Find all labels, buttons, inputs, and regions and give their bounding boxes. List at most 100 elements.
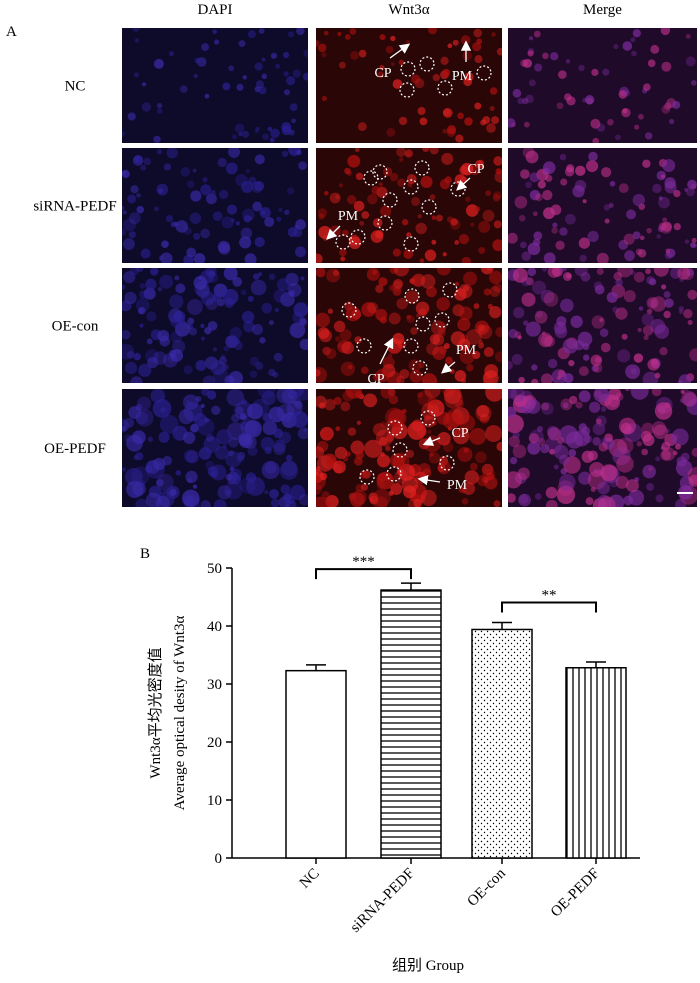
micrograph xyxy=(316,268,502,383)
cell-blob xyxy=(255,361,264,370)
cell-blob xyxy=(518,376,525,383)
significance-label: ** xyxy=(542,588,557,604)
cell-blob xyxy=(379,65,385,71)
cell-blob xyxy=(540,373,553,383)
cell-blob xyxy=(542,161,556,174)
cell-blob xyxy=(202,375,216,383)
cell-blob xyxy=(316,366,328,383)
cell-blob xyxy=(491,116,500,125)
cell-blob xyxy=(556,485,576,505)
cell-blob xyxy=(566,164,575,173)
cell-blob xyxy=(618,239,629,250)
cell-blob xyxy=(525,150,539,164)
cell-blob xyxy=(485,190,491,197)
cell-blob xyxy=(651,358,658,366)
micrograph xyxy=(122,389,308,507)
cell-blob xyxy=(582,343,590,351)
cell-blob xyxy=(542,52,549,60)
cell-blob xyxy=(269,137,275,143)
cell-blob xyxy=(316,312,330,328)
cell-blob xyxy=(200,403,205,409)
cell-blob xyxy=(643,335,649,341)
cell-blob xyxy=(394,470,408,484)
cell-blob xyxy=(677,268,691,280)
cell-blob xyxy=(566,96,576,106)
cell-blob xyxy=(236,83,244,91)
cell-blob xyxy=(340,256,346,262)
cell-blob xyxy=(411,273,426,287)
cell-blob xyxy=(338,61,346,69)
cell-blob xyxy=(642,159,651,168)
cell-blob xyxy=(228,437,239,448)
cell-blob xyxy=(489,305,502,319)
cell-blob xyxy=(238,432,252,446)
cell-blob xyxy=(595,356,602,364)
cell-blob xyxy=(252,201,263,212)
cell-blob xyxy=(543,292,559,307)
cell-blob xyxy=(247,30,256,39)
cell-blob xyxy=(609,180,616,187)
cell-blob xyxy=(556,102,564,110)
cell-blob xyxy=(532,280,547,295)
cell-blob xyxy=(160,252,173,263)
cell-blob xyxy=(133,455,139,460)
cell-blob xyxy=(423,414,431,422)
cell-blob xyxy=(541,402,550,411)
cell-blob xyxy=(508,414,524,434)
roi-circle xyxy=(400,61,416,77)
cell-blob xyxy=(496,47,502,56)
cell-blob xyxy=(517,467,530,480)
cell-blob xyxy=(691,237,697,243)
roi-circle xyxy=(403,338,419,354)
cell-blob xyxy=(208,272,219,283)
cell-blob xyxy=(302,72,308,81)
cell-blob xyxy=(344,167,351,175)
cell-blob xyxy=(169,312,186,329)
cell-blob xyxy=(491,32,496,37)
cell-blob xyxy=(517,97,524,105)
cell-blob xyxy=(622,108,628,114)
cell-blob xyxy=(213,39,220,45)
cell-blob xyxy=(249,370,258,378)
cell-blob xyxy=(442,128,448,134)
cell-blob xyxy=(684,239,690,244)
cell-blob xyxy=(664,298,674,308)
cell-blob xyxy=(153,351,167,366)
cell-blob xyxy=(465,196,471,203)
cell-blob xyxy=(398,116,408,126)
arrow xyxy=(441,361,456,374)
cell-blob xyxy=(637,249,647,258)
cell-blob xyxy=(130,376,143,383)
cell-blob xyxy=(557,369,566,378)
cell-blob xyxy=(278,207,283,212)
cell-blob xyxy=(587,230,599,243)
cell-blob xyxy=(666,248,676,258)
cell-blob xyxy=(279,431,292,444)
cell-blob xyxy=(522,97,529,105)
cell-blob xyxy=(592,422,606,436)
cell-blob xyxy=(122,343,135,360)
arrow xyxy=(417,475,441,486)
roi-circle xyxy=(403,236,419,252)
cell-blob xyxy=(547,358,558,369)
cell-blob xyxy=(317,327,330,339)
cell-blob xyxy=(417,392,423,398)
cell-blob xyxy=(432,334,445,346)
cell-blob xyxy=(161,240,169,249)
cell-blob xyxy=(663,310,671,319)
cell-blob xyxy=(268,368,276,377)
cell-blob xyxy=(534,310,548,324)
cell-blob xyxy=(432,73,440,82)
cell-blob xyxy=(457,112,464,120)
cell-blob xyxy=(575,165,586,177)
cell-blob xyxy=(384,407,404,427)
cell-blob xyxy=(200,184,212,196)
cell-blob xyxy=(638,306,644,311)
cell-blob xyxy=(296,28,305,36)
cell-blob xyxy=(303,49,308,58)
cell-blob xyxy=(585,497,594,506)
cell-blob xyxy=(122,238,135,251)
y-tick-label: 40 xyxy=(207,619,222,635)
cell-blob xyxy=(321,95,328,102)
cell-blob xyxy=(316,475,321,483)
